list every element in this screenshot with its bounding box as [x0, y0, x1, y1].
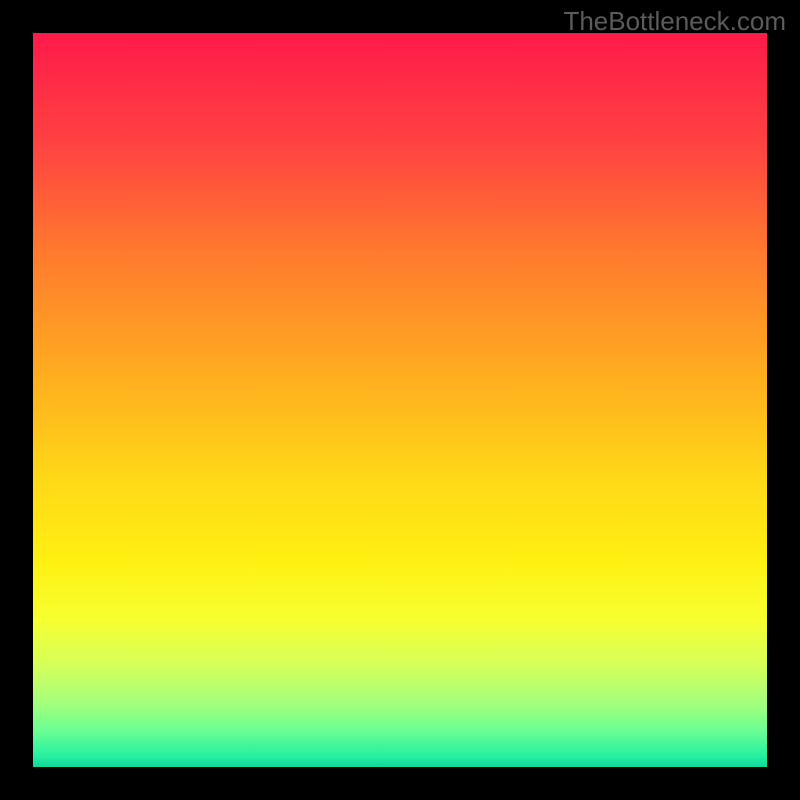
- gradient-background: [33, 33, 767, 767]
- plot-area: [33, 33, 767, 767]
- watermark-text: TheBottleneck.com: [563, 6, 786, 37]
